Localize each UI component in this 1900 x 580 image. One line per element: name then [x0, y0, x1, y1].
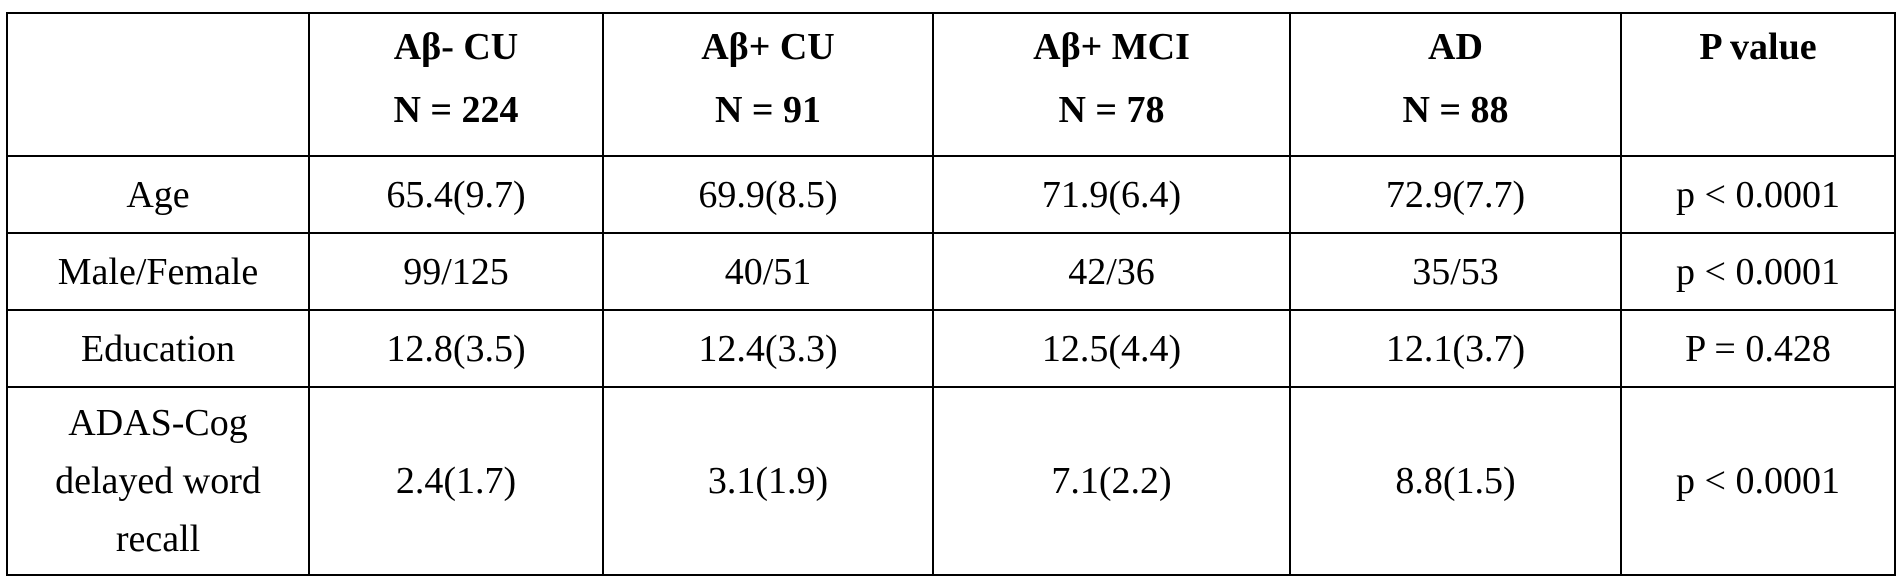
table-cell: 12.8(3.5) [308, 309, 604, 388]
table-cell: 7.1(2.2) [932, 386, 1291, 576]
table-cell: 71.9(6.4) [932, 155, 1291, 234]
table-cell: 40/51 [602, 232, 934, 311]
header-row: Aβ- CU N = 224 Aβ+ CU N = 91 Aβ+ MCI N = 78… [6, 12, 1896, 157]
table-cell: P = 0.428 [1620, 309, 1896, 388]
table-cell: p < 0.0001 [1620, 155, 1896, 234]
header-cell-p-value: P value [1620, 12, 1896, 157]
table-row-sex: Male/Female 99/125 40/51 42/36 35/53 p <… [6, 232, 1896, 311]
table-cell: 12.4(3.3) [602, 309, 934, 388]
header-cell-abeta-neg-cu: Aβ- CU N = 224 [308, 12, 604, 157]
table-cell: 99/125 [308, 232, 604, 311]
table-row-adas-cog: ADAS-Cog delayed word recall 2.4(1.7) 3.1(… [6, 386, 1896, 576]
table-cell: 12.1(3.7) [1289, 309, 1622, 388]
table-cell: p < 0.0001 [1620, 386, 1896, 576]
table-row-education: Education 12.8(3.5) 12.4(3.3) 12.5(4.4) … [6, 309, 1896, 388]
header-cell-abeta-pos-cu: Aβ+ CU N = 91 [602, 12, 934, 157]
table-cell: 3.1(1.9) [602, 386, 934, 576]
header-cell-empty [6, 12, 310, 157]
row-label: Education [6, 309, 310, 388]
table-row-age: Age 65.4(9.7) 69.9(8.5) 71.9(6.4) 72.9(7… [6, 155, 1896, 234]
row-label: Male/Female [6, 232, 310, 311]
row-label: Age [6, 155, 310, 234]
table-cell: 42/36 [932, 232, 1291, 311]
table-cell: 8.8(1.5) [1289, 386, 1622, 576]
table-cell: 72.9(7.7) [1289, 155, 1622, 234]
header-cell-ad: AD N = 88 [1289, 12, 1622, 157]
table-cell: p < 0.0001 [1620, 232, 1896, 311]
table-cell: 35/53 [1289, 232, 1622, 311]
row-label: ADAS-Cog delayed word recall [6, 386, 310, 576]
table-cell: 65.4(9.7) [308, 155, 604, 234]
table-cell: 12.5(4.4) [932, 309, 1291, 388]
table-cell: 2.4(1.7) [308, 386, 604, 576]
table-cell: 69.9(8.5) [602, 155, 934, 234]
demographics-table: Aβ- CU N = 224 Aβ+ CU N = 91 Aβ+ MCI N = 78… [6, 12, 1896, 576]
header-cell-abeta-pos-mci: Aβ+ MCI N = 78 [932, 12, 1291, 157]
